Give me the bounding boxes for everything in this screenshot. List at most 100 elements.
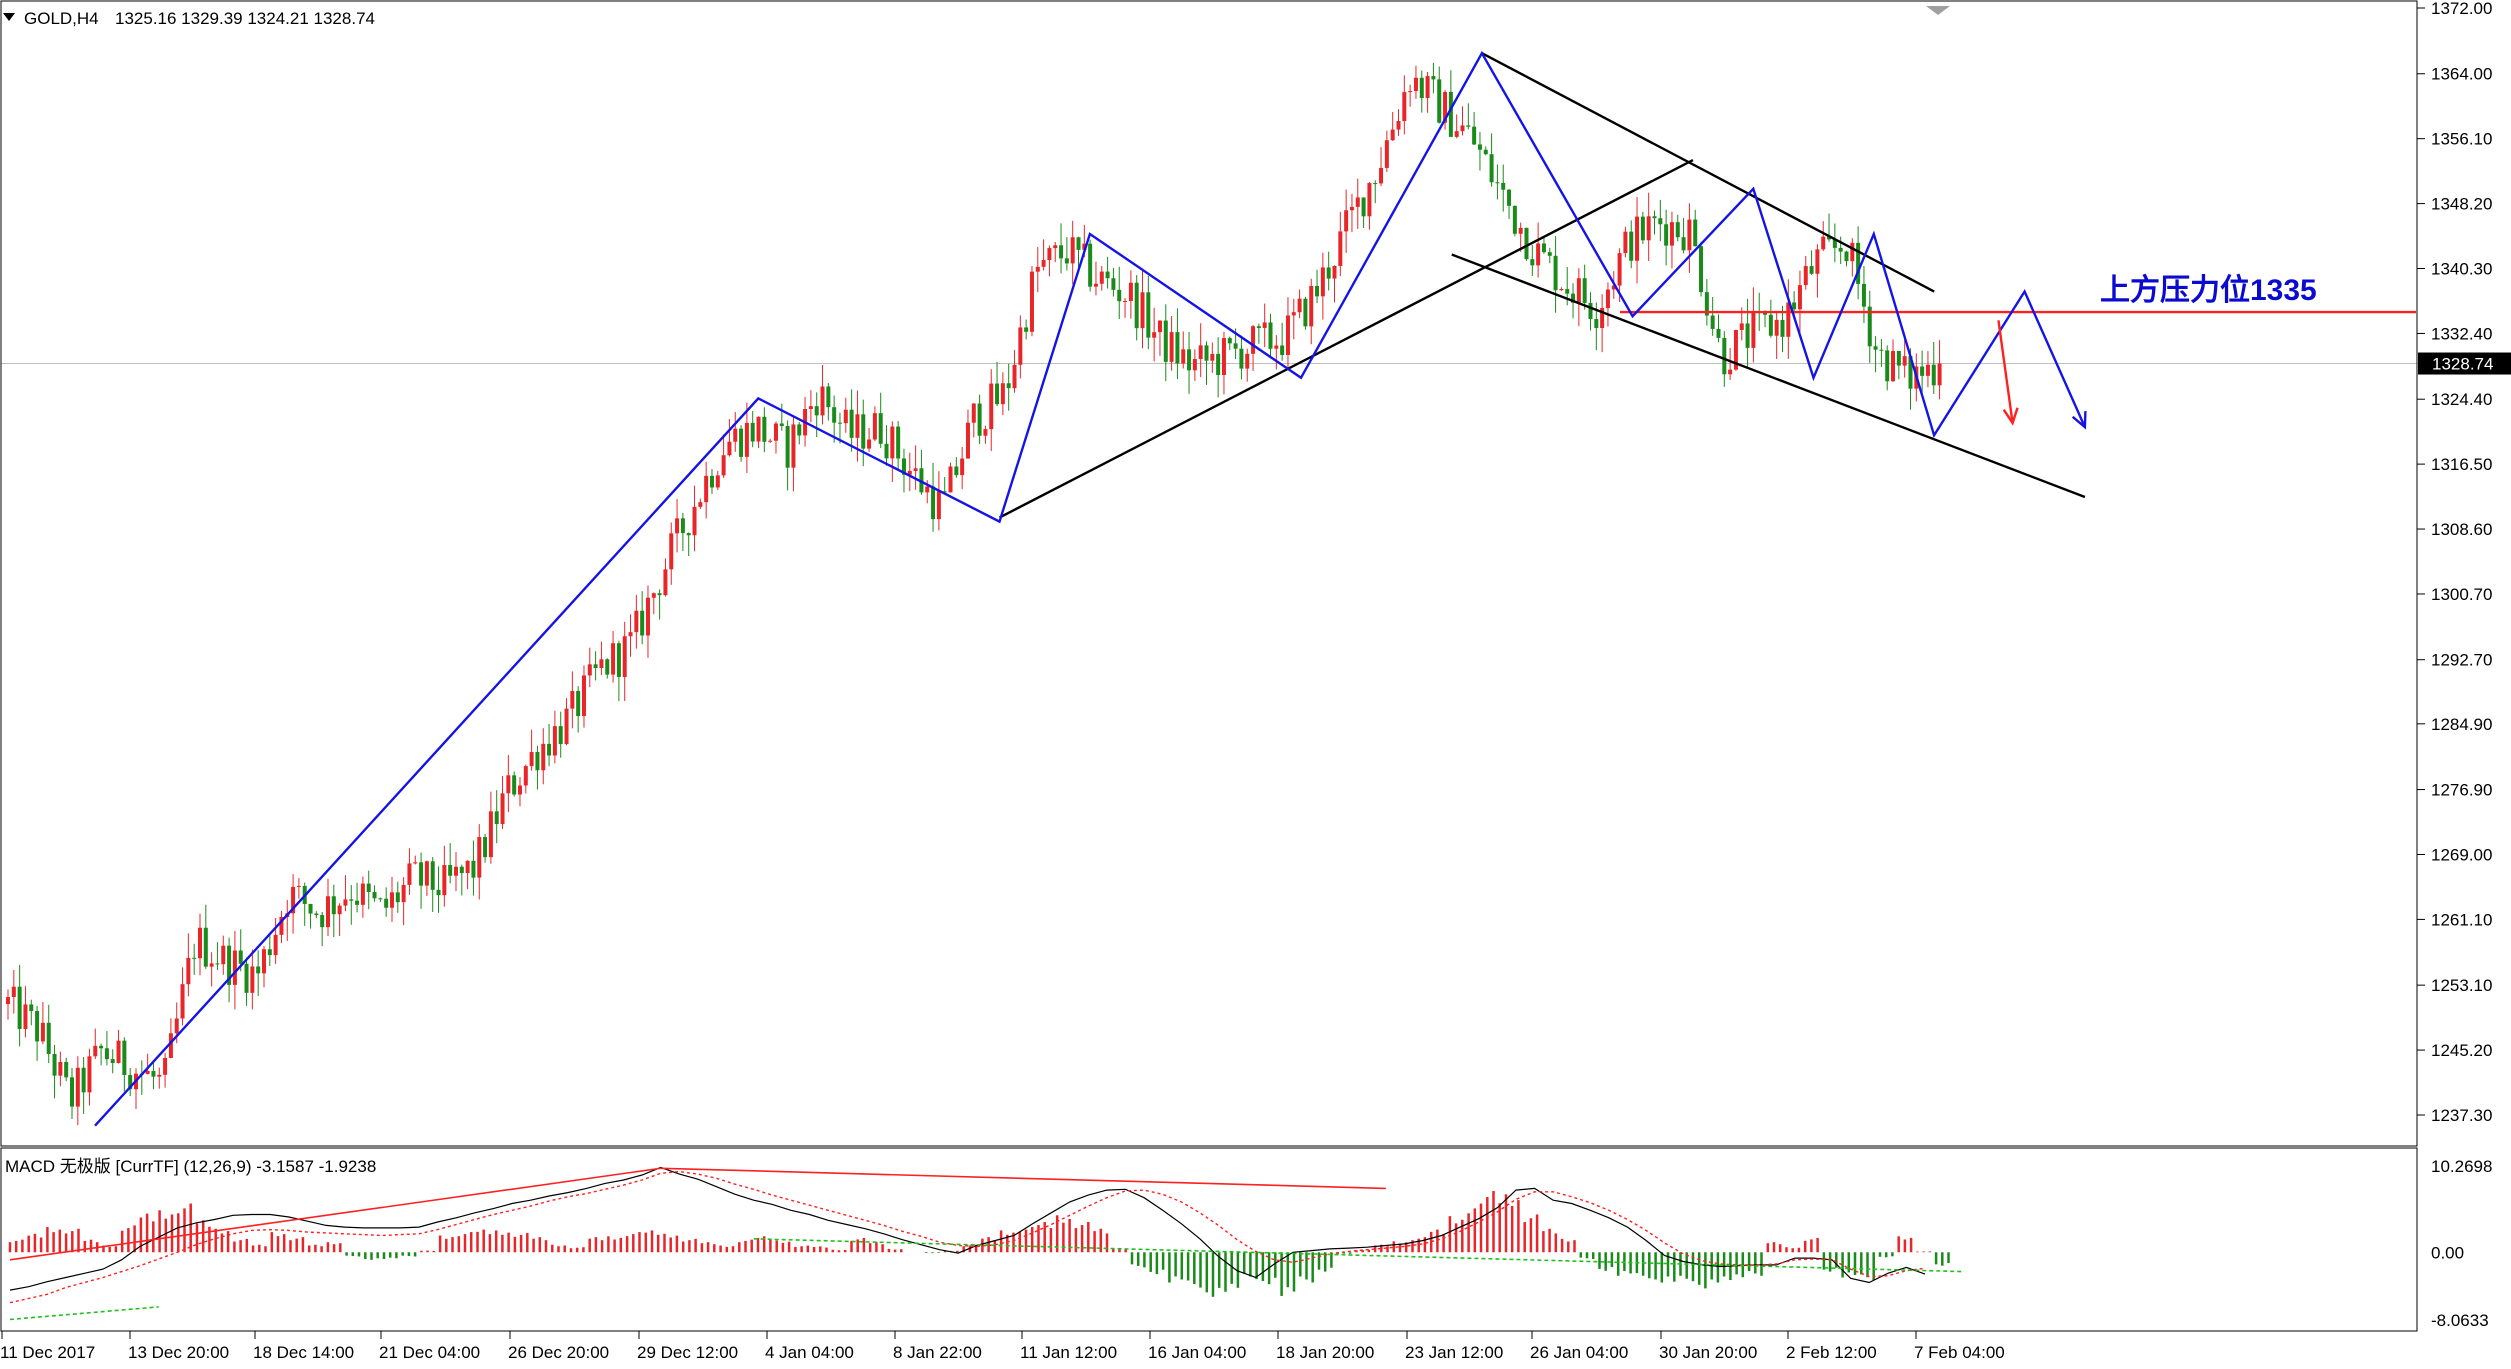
candle-body (99, 1045, 104, 1049)
header-dropdown-icon[interactable] (3, 13, 15, 21)
y-tick-label: 1340.30 (2431, 260, 2492, 279)
candlestick-series (6, 62, 1942, 1126)
y-tick-label: 1324.40 (2431, 390, 2492, 409)
candle-body (1832, 239, 1837, 248)
x-tick-label: 13 Dec 20:00 (128, 1343, 229, 1362)
candle (657, 589, 662, 620)
y-tick-label: 1356.10 (2431, 130, 2492, 149)
candle (1931, 341, 1936, 394)
candle (1920, 350, 1925, 395)
candle-body (151, 1070, 156, 1077)
candle (1012, 350, 1017, 393)
candle (1786, 279, 1791, 359)
y-tick-label: 1284.90 (2431, 715, 2492, 734)
candle-body (645, 597, 650, 636)
candle (215, 942, 220, 971)
candle-body (343, 899, 348, 906)
candle (1285, 297, 1290, 369)
candle (733, 411, 738, 452)
candle (436, 866, 441, 913)
candle (192, 943, 197, 975)
candle (291, 874, 296, 934)
candle-body (843, 409, 848, 424)
candle-body (1181, 349, 1186, 364)
candle (1413, 65, 1418, 99)
candle-body (1611, 285, 1616, 290)
candle (337, 903, 342, 937)
macd-histogram-bar (251, 1244, 267, 1253)
candle-body (1838, 247, 1843, 252)
candle-body (1576, 278, 1581, 303)
x-tick-label: 8 Jan 22:00 (893, 1343, 982, 1362)
candle (837, 412, 842, 444)
macd-histogram-bar (625, 1232, 641, 1253)
y-tick-label: 1364.00 (2431, 65, 2492, 84)
macd-histogram-bar (233, 1238, 249, 1253)
candle (1664, 209, 1669, 266)
candle (1221, 331, 1226, 395)
candle (1169, 315, 1174, 371)
candle (23, 986, 28, 1038)
candle (1699, 241, 1704, 297)
candle (756, 416, 761, 449)
candle (506, 755, 511, 813)
candle (791, 415, 796, 492)
candle-body (1443, 91, 1448, 123)
candle (628, 614, 633, 657)
macd-histogram-bar (1112, 1248, 1127, 1253)
candle (1483, 146, 1488, 156)
wave-path (94, 50, 2086, 1127)
red-projection-line (1997, 320, 2014, 424)
candle-body (174, 1018, 179, 1034)
candle-body (1239, 348, 1244, 369)
candle-body (110, 1059, 115, 1063)
candle (477, 824, 482, 900)
candle (58, 1051, 63, 1087)
y-tick-label: 1292.70 (2431, 651, 2492, 670)
candle (669, 522, 674, 585)
candle (640, 591, 645, 645)
channel-line (1481, 52, 1935, 293)
macd-histogram-bar (831, 1249, 847, 1253)
x-tick-label: 30 Jan 20:00 (1659, 1343, 1757, 1362)
candle (814, 392, 819, 438)
candle-body (325, 896, 330, 928)
candle-body (1850, 242, 1855, 262)
candle-body (1297, 298, 1302, 313)
candle (64, 1057, 69, 1082)
macd-histogram-bar (1130, 1252, 1146, 1268)
candle-body (826, 386, 831, 408)
candle (605, 658, 610, 679)
candle (1076, 236, 1081, 272)
candle-body (1646, 216, 1651, 241)
candle (250, 949, 255, 1010)
candle-body (773, 423, 778, 441)
candle-body (17, 986, 22, 1029)
macd-histogram-bar (289, 1237, 305, 1253)
candle (651, 592, 656, 615)
candle-body (878, 413, 883, 444)
candle-body (1204, 345, 1209, 361)
macd-panel-frame (0, 1147, 2418, 1332)
candle-body (1501, 182, 1506, 190)
candle-body (785, 425, 790, 468)
candle (279, 910, 284, 944)
chart-shift-marker-icon[interactable] (1926, 6, 1950, 15)
candle (919, 450, 924, 495)
x-tick-label: 23 Jan 12:00 (1405, 1343, 1503, 1362)
macd-histogram-bar (46, 1227, 62, 1253)
candle-body (1117, 289, 1122, 302)
candle (1146, 275, 1151, 350)
candle-body (1710, 315, 1715, 329)
candle-body (1902, 356, 1907, 366)
candle-body (1355, 197, 1360, 207)
macd-histogram-bar (382, 1252, 398, 1259)
candle-body (512, 775, 517, 795)
candle-body (1332, 265, 1337, 279)
candle (401, 877, 406, 926)
candle-body (419, 862, 424, 886)
candle (983, 425, 988, 444)
candle (989, 369, 994, 451)
candle-body (1792, 302, 1797, 310)
